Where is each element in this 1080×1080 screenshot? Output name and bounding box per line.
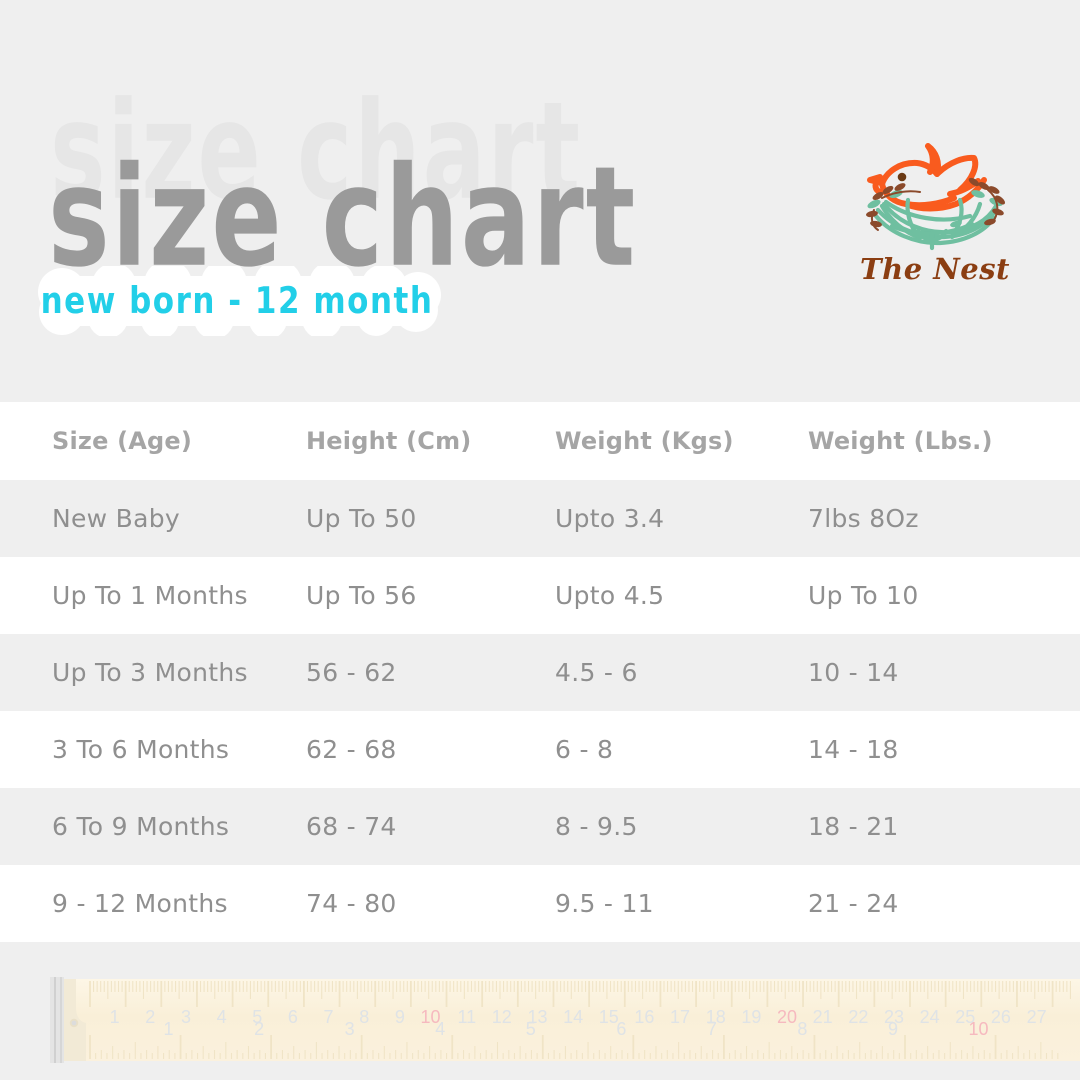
svg-text:25: 25: [955, 1007, 975, 1027]
table-row: 9 - 12 Months 74 - 80 9.5 - 11 21 - 24: [0, 865, 1080, 942]
brand-wordmark: The Nest: [860, 252, 1010, 286]
svg-text:11: 11: [457, 1007, 476, 1027]
column-header-weight-kgs: Weight (Kgs): [555, 427, 734, 455]
svg-text:21: 21: [813, 1007, 833, 1027]
table-row: Up To 3 Months 56 - 62 4.5 - 6 10 - 14: [0, 634, 1080, 711]
measuring-tape-graphic: 1 2 3 4 5 6 7 8 9 10 11 12 13 14 15 16 17 18 19 20 21 22 23 24 2…: [50, 977, 1080, 1063]
svg-text:1: 1: [110, 1007, 120, 1027]
cell-size: Up To 3 Months: [52, 658, 248, 687]
subtitle-badge: New Born - 12 Month: [28, 266, 446, 336]
bird-eye-icon: [897, 172, 907, 182]
cell-lbs: 18 - 21: [808, 812, 899, 841]
svg-text:3: 3: [345, 1019, 355, 1039]
svg-text:9: 9: [888, 1019, 898, 1039]
svg-text:5: 5: [252, 1007, 262, 1027]
svg-text:4: 4: [435, 1019, 445, 1039]
cell-lbs: 10 - 14: [808, 658, 899, 687]
cell-size: 6 To 9 Months: [52, 812, 230, 841]
svg-text:18: 18: [706, 1007, 726, 1027]
table-row: Up To 1 Months Up To 56 Upto 4.5 Up To 1…: [0, 557, 1080, 634]
cell-lbs: 21 - 24: [808, 889, 899, 918]
svg-text:4: 4: [217, 1007, 227, 1027]
svg-text:7: 7: [324, 1007, 334, 1027]
svg-text:15: 15: [599, 1007, 619, 1027]
table-row: New Baby Up To 50 Upto 3.4 7lbs 8Oz: [0, 480, 1080, 557]
svg-text:3: 3: [181, 1007, 191, 1027]
svg-text:22: 22: [848, 1007, 868, 1027]
svg-text:8: 8: [797, 1019, 807, 1039]
cell-lbs: 14 - 18: [808, 735, 899, 764]
cloud-bubble-shape: [38, 266, 441, 336]
svg-text:24: 24: [920, 1007, 940, 1027]
cell-kgs: 8 - 9.5: [555, 812, 638, 841]
ruler-decoration: 1 2 3 4 5 6 7 8 9 10 11 12 13 14 15 16 17 18 19 20 21 22 23 24 2…: [50, 977, 1080, 1063]
cell-kgs: Upto 3.4: [555, 504, 665, 533]
column-header-height: Height (Cm): [306, 427, 472, 455]
table-header-row: Size (Age) Height (Cm) Weight (Kgs) Weig…: [0, 402, 1080, 480]
svg-text:2: 2: [145, 1007, 155, 1027]
svg-text:23: 23: [884, 1007, 904, 1027]
svg-text:7: 7: [707, 1019, 717, 1039]
brand-logo: The Nest: [860, 132, 1010, 302]
header-banner: Size Chart Size Chart: [0, 0, 1080, 402]
svg-text:13: 13: [527, 1007, 547, 1027]
cell-height: Up To 50: [306, 504, 417, 533]
svg-text:1: 1: [164, 1019, 174, 1039]
cell-kgs: 9.5 - 11: [555, 889, 654, 918]
nest-bird-logo-icon: [866, 143, 1005, 251]
page-title-echo: Size Chart: [50, 74, 582, 231]
cell-height: 56 - 62: [306, 658, 397, 687]
table-row: 6 To 9 Months 68 - 74 8 - 9.5 18 - 21: [0, 788, 1080, 865]
cell-height: 74 - 80: [306, 889, 397, 918]
svg-text:19: 19: [741, 1007, 761, 1027]
cell-height: 68 - 74: [306, 812, 397, 841]
size-chart-table: Size (Age) Height (Cm) Weight (Kgs) Weig…: [0, 402, 1080, 942]
cell-kgs: 4.5 - 6: [555, 658, 638, 687]
svg-text:26: 26: [991, 1007, 1011, 1027]
table-row: 3 To 6 Months 62 - 68 6 - 8 14 - 18: [0, 711, 1080, 788]
cell-lbs: Up To 10: [808, 581, 919, 610]
cell-size: 3 To 6 Months: [52, 735, 230, 764]
cell-lbs: 7lbs 8Oz: [808, 504, 919, 533]
cell-kgs: Upto 4.5: [555, 581, 665, 610]
cell-height: 62 - 68: [306, 735, 397, 764]
svg-text:12: 12: [492, 1007, 512, 1027]
svg-text:10: 10: [969, 1019, 989, 1039]
svg-text:20: 20: [777, 1007, 797, 1027]
svg-text:27: 27: [1027, 1007, 1047, 1027]
cell-size: New Baby: [52, 504, 181, 533]
svg-text:5: 5: [526, 1019, 536, 1039]
cell-height: Up To 56: [306, 581, 417, 610]
cell-kgs: 6 - 8: [555, 735, 614, 764]
svg-text:9: 9: [395, 1007, 405, 1027]
column-header-weight-lbs: Weight (Lbs.): [808, 427, 993, 455]
svg-text:6: 6: [616, 1019, 626, 1039]
svg-text:10: 10: [420, 1007, 440, 1027]
subtitle-label: New Born - 12 Month: [40, 279, 434, 323]
column-header-size: Size (Age): [52, 427, 193, 455]
svg-text:14: 14: [563, 1007, 583, 1027]
cell-size: 9 - 12 Months: [52, 889, 228, 918]
svg-text:16: 16: [634, 1007, 654, 1027]
cell-size: Up To 1 Months: [52, 581, 248, 610]
svg-text:17: 17: [670, 1007, 690, 1027]
svg-text:8: 8: [359, 1007, 369, 1027]
svg-text:6: 6: [288, 1007, 298, 1027]
svg-text:2: 2: [254, 1019, 264, 1039]
